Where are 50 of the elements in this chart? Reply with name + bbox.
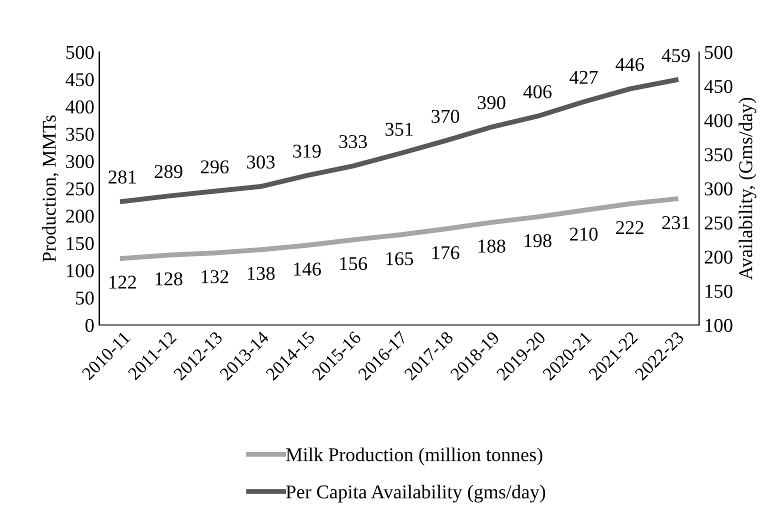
data-label: 303	[247, 155, 275, 169]
y-tick-label: 100	[67, 264, 94, 278]
y2-tick-label: 200	[704, 250, 732, 264]
y-tick-label: 300	[66, 155, 94, 168]
data-label: 222	[616, 221, 644, 234]
y2-axis-title: Availability, (Gms/day)	[738, 98, 756, 280]
y-tick-label: 350	[66, 128, 94, 141]
data-label: 281	[108, 170, 136, 184]
data-label: 188	[478, 240, 506, 253]
y2-tick-label: 500	[705, 46, 732, 59]
data-label: 459	[662, 49, 690, 62]
data-label: 198	[524, 234, 552, 248]
data-label: 446	[616, 58, 644, 72]
y-tick-label: 150	[67, 236, 94, 250]
y-tick-label: 500	[66, 46, 94, 59]
y2-tick-label: 350	[704, 148, 732, 162]
data-label: 165	[386, 252, 414, 266]
data-label: 122	[110, 276, 136, 289]
y-tick-label: 250	[66, 182, 94, 196]
y-tick-label: 400	[66, 100, 94, 114]
data-label: 319	[293, 144, 321, 158]
data-label: 406	[523, 85, 552, 98]
y2-tick-label: 250	[704, 216, 732, 230]
data-label: 138	[248, 266, 275, 280]
legend-label: Per Capita Availability (gms/day)	[286, 484, 546, 502]
y2-tick-label: 400	[704, 114, 732, 128]
data-label: 390	[478, 96, 506, 110]
data-label: 132	[202, 270, 228, 284]
data-label: 176	[432, 246, 460, 260]
y-tick-label: 200	[66, 210, 94, 223]
y2-tick-label: 450	[704, 80, 732, 94]
data-label: 370	[432, 110, 460, 123]
data-label: 333	[339, 135, 367, 148]
y2-tick-label: 100	[706, 318, 732, 332]
data-label: 146	[294, 262, 321, 276]
data-label: 231	[662, 216, 690, 230]
data-label: 289	[154, 165, 182, 178]
data-label: 427	[570, 70, 598, 84]
data-label: 351	[386, 122, 413, 136]
data-label: 296	[200, 160, 229, 174]
legend-label: Milk Production (million tonnes)	[286, 448, 542, 466]
y-axis-title: Production, MMTs	[42, 115, 59, 262]
data-label: 210	[570, 228, 598, 241]
y-tick-label: 50	[76, 292, 94, 305]
data-label: 156	[340, 257, 368, 270]
y-tick-label: 0	[85, 318, 94, 332]
y2-tick-label: 150	[706, 284, 732, 298]
y-tick-label: 450	[66, 73, 94, 86]
y2-tick-label: 300	[704, 182, 732, 196]
data-label: 128	[156, 272, 182, 286]
